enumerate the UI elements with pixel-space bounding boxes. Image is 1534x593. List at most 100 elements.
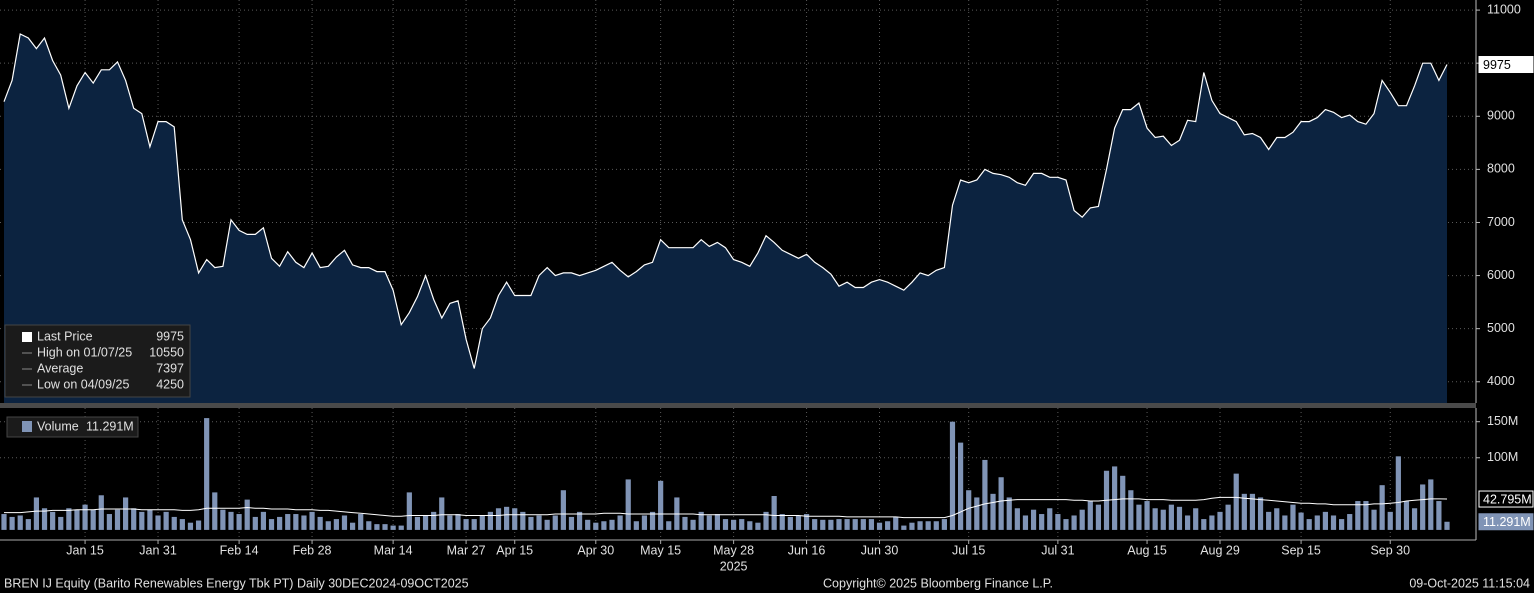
volume-bar bbox=[617, 515, 623, 530]
volume-bar bbox=[852, 519, 858, 530]
volume-bar bbox=[187, 522, 194, 530]
volume-bar bbox=[1411, 508, 1418, 530]
volume-bar bbox=[1120, 475, 1126, 530]
volume-bar bbox=[1184, 515, 1191, 530]
volume-bar bbox=[1330, 515, 1337, 530]
volume-bar bbox=[495, 508, 502, 530]
volume-bar bbox=[982, 459, 988, 530]
volume-bar bbox=[147, 509, 153, 530]
volume-bar bbox=[33, 497, 40, 530]
volume-bar bbox=[1266, 511, 1272, 530]
volume-bar bbox=[1209, 515, 1215, 530]
volume-bar bbox=[25, 519, 31, 530]
volume-bar bbox=[1428, 479, 1434, 530]
volume-bar bbox=[544, 519, 550, 530]
legend-label: Average bbox=[37, 361, 83, 375]
volume-bar bbox=[220, 509, 226, 530]
volume-average-line bbox=[4, 496, 1448, 519]
volume-bar bbox=[390, 525, 396, 530]
volume-bar bbox=[1055, 514, 1061, 530]
volume-bar bbox=[722, 519, 729, 530]
footer-right: 09-Oct-2025 11:15:04 bbox=[1409, 576, 1530, 590]
volume-bar bbox=[1095, 504, 1102, 530]
legend-value: 4250 bbox=[156, 377, 184, 391]
volume-bar bbox=[58, 516, 64, 530]
volume-bar bbox=[277, 516, 283, 530]
volume-bar bbox=[957, 442, 964, 530]
volume-bar bbox=[917, 521, 923, 530]
volume-bar bbox=[244, 499, 250, 530]
y-tick-label: 4000 bbox=[1487, 374, 1515, 388]
volume-bar bbox=[1314, 515, 1320, 530]
volume-bar bbox=[998, 477, 1004, 530]
volume-bar bbox=[1322, 511, 1328, 530]
volume-bar bbox=[1063, 519, 1069, 530]
x-tick-label: May 15 bbox=[640, 543, 681, 557]
volume-bar bbox=[106, 514, 112, 530]
volume-bar bbox=[868, 519, 875, 530]
volume-bar bbox=[163, 511, 169, 530]
volume-bar bbox=[236, 514, 242, 530]
volume-bar bbox=[593, 522, 599, 530]
x-tick-label: Feb 28 bbox=[293, 543, 332, 557]
volume-bar bbox=[666, 521, 672, 530]
volume-bar bbox=[1152, 508, 1158, 530]
volume-bar bbox=[309, 511, 315, 530]
x-tick-label: Feb 14 bbox=[220, 543, 259, 557]
volume-bar bbox=[1047, 508, 1053, 530]
volume-bar bbox=[771, 496, 777, 530]
volume-bar bbox=[1347, 514, 1353, 530]
x-tick-label: May 28 bbox=[713, 543, 754, 557]
footer-left: BREN IJ Equity (Barito Renewables Energy… bbox=[4, 576, 469, 590]
y-tick-label: 100M bbox=[1487, 450, 1518, 464]
volume-tag: 11.291M bbox=[1483, 515, 1531, 529]
volume-bar bbox=[779, 514, 785, 530]
volume-bar bbox=[820, 519, 826, 530]
volume-bar bbox=[990, 493, 996, 530]
volume-bar bbox=[649, 511, 656, 530]
volume-bar bbox=[1201, 519, 1207, 530]
volume-bar bbox=[325, 521, 331, 530]
volume-bar bbox=[447, 515, 453, 530]
y-tick-label: 9000 bbox=[1487, 109, 1515, 123]
x-tick-label: Jan 31 bbox=[139, 543, 177, 557]
x-tick-label: Sep 15 bbox=[1281, 543, 1321, 557]
volume-bar bbox=[1006, 497, 1012, 530]
volume-bar bbox=[787, 516, 793, 530]
panel-divider bbox=[0, 403, 1476, 408]
y-tick-label: 150M bbox=[1487, 414, 1518, 428]
volume-bar bbox=[341, 515, 348, 530]
x-tick-label: Apr 30 bbox=[577, 543, 614, 557]
volume-bar bbox=[974, 497, 980, 530]
volume-bar bbox=[179, 519, 185, 530]
volume-bar bbox=[463, 519, 469, 530]
price-area bbox=[4, 34, 1447, 403]
volume-bar bbox=[333, 519, 339, 530]
volume-bar bbox=[512, 508, 518, 530]
volume-bar bbox=[893, 516, 899, 530]
legend-value: 10550 bbox=[149, 345, 184, 359]
volume-bar bbox=[439, 497, 445, 530]
price-line bbox=[3, 33, 1448, 369]
volume-bar bbox=[1371, 509, 1377, 530]
volume-bar bbox=[812, 519, 818, 530]
volume-bar bbox=[1274, 508, 1280, 530]
average-tag-box bbox=[1478, 490, 1534, 508]
volume-bar bbox=[374, 524, 380, 530]
volume-bar bbox=[1144, 501, 1150, 530]
volume-bar bbox=[98, 495, 104, 530]
volume-bar bbox=[139, 511, 145, 530]
volume-bar bbox=[1193, 508, 1199, 530]
volume-bar bbox=[260, 511, 267, 530]
volume-bar bbox=[1160, 509, 1166, 530]
volume-bar bbox=[876, 522, 883, 530]
y-tick-label: 5000 bbox=[1487, 321, 1515, 335]
y-tick-label: 8000 bbox=[1487, 162, 1515, 176]
last-price-tag-box bbox=[1478, 56, 1534, 74]
volume-bar bbox=[755, 522, 761, 530]
volume-bar bbox=[504, 506, 510, 530]
volume-bar bbox=[82, 504, 88, 530]
volume-bar bbox=[658, 480, 664, 530]
volume-bar bbox=[1436, 501, 1442, 530]
volume-bar bbox=[609, 519, 615, 530]
